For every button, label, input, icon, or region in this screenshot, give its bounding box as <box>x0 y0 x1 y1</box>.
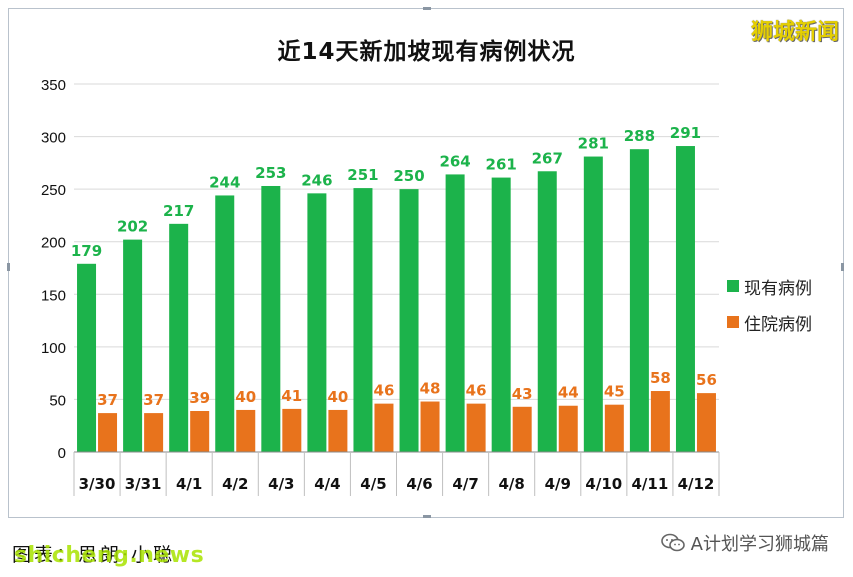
bar-current-cases <box>583 156 603 452</box>
bar-current-cases <box>445 174 465 452</box>
data-label-hospitalized: 44 <box>558 384 579 402</box>
y-tick-label: 150 <box>41 287 66 304</box>
x-tick-label: 4/9 <box>545 475 571 493</box>
bar-current-cases <box>77 263 97 452</box>
data-label-current: 246 <box>301 171 332 189</box>
bar-current-cases <box>261 185 281 452</box>
x-tick-label: 4/4 <box>314 475 340 493</box>
x-tick-label: 4/12 <box>678 475 715 493</box>
data-label-current: 288 <box>624 127 655 145</box>
data-label-current: 281 <box>578 135 609 153</box>
data-label-hospitalized: 46 <box>374 382 395 400</box>
wechat-account: A计划学习狮城篇 <box>660 530 829 556</box>
data-label-hospitalized: 48 <box>420 380 441 398</box>
site-watermark: shicheng.news <box>14 543 205 568</box>
bar-current-cases <box>675 146 695 452</box>
legend-swatch-current <box>727 280 739 292</box>
x-tick-label: 3/31 <box>125 475 162 493</box>
x-tick-label: 4/11 <box>631 475 668 493</box>
x-tick-label: 4/2 <box>222 475 248 493</box>
y-tick-label: 350 <box>41 77 66 94</box>
bar-hospitalized-cases <box>604 404 624 452</box>
data-label-hospitalized: 40 <box>327 388 348 406</box>
bar-hospitalized-cases <box>650 391 670 452</box>
bar-hospitalized-cases <box>328 409 348 452</box>
brand-logo: 狮城新闻 <box>750 20 839 45</box>
x-tick-label: 3/30 <box>79 475 116 493</box>
data-label-current: 250 <box>393 167 424 185</box>
bar-hospitalized-cases <box>144 413 164 452</box>
bar-hospitalized-cases <box>282 408 302 452</box>
bar-current-cases <box>491 177 511 452</box>
data-label-current: 261 <box>486 156 517 174</box>
data-label-current: 291 <box>670 124 701 142</box>
bar-hospitalized-cases <box>558 405 578 452</box>
resize-handle-bottom[interactable] <box>423 515 431 518</box>
data-label-current: 267 <box>532 149 563 167</box>
y-tick-label: 0 <box>58 445 66 462</box>
legend-item-hospitalized: 住院病例 <box>727 304 812 340</box>
x-tick-label: 4/1 <box>176 475 202 493</box>
bar-current-cases <box>353 188 373 452</box>
bar-current-cases <box>169 223 189 452</box>
x-tick-label: 4/5 <box>360 475 386 493</box>
data-label-current: 179 <box>71 242 102 260</box>
legend-label-current: 现有病例 <box>744 278 812 299</box>
bar-hospitalized-cases <box>420 401 440 452</box>
bar-current-cases <box>399 189 419 452</box>
bar-hospitalized-cases <box>236 409 256 452</box>
y-tick-label: 50 <box>49 392 66 409</box>
x-tick-label: 4/6 <box>406 475 432 493</box>
bar-current-cases <box>537 171 557 453</box>
data-label-hospitalized: 39 <box>189 389 210 407</box>
data-label-hospitalized: 58 <box>650 369 671 387</box>
resize-handle-top[interactable] <box>423 7 431 10</box>
data-label-hospitalized: 56 <box>696 371 717 389</box>
chart-legend: 现有病例 住院病例 <box>727 268 812 340</box>
data-label-current: 251 <box>347 166 378 184</box>
resize-handle-left[interactable] <box>7 263 10 271</box>
legend-swatch-hospitalized <box>727 316 739 328</box>
x-tick-label: 4/3 <box>268 475 294 493</box>
chart-title: 近14天新加坡现有病例状况 <box>277 39 576 65</box>
wechat-account-name: A计划学习狮城篇 <box>690 534 829 555</box>
legend-label-hospitalized: 住院病例 <box>744 314 812 335</box>
x-tick-label: 4/8 <box>498 475 524 493</box>
y-tick-label: 100 <box>41 340 66 357</box>
bar-hospitalized-cases <box>374 403 394 452</box>
data-label-hospitalized: 43 <box>512 385 533 403</box>
data-label-current: 217 <box>163 202 194 220</box>
data-label-hospitalized: 40 <box>235 388 256 406</box>
bar-hospitalized-cases <box>696 393 716 452</box>
bar-hospitalized-cases <box>98 413 118 452</box>
data-label-current: 244 <box>209 173 240 191</box>
bar-current-cases <box>215 195 235 453</box>
resize-handle-right[interactable] <box>841 263 844 271</box>
data-label-hospitalized: 41 <box>281 387 302 405</box>
chart-source-credit: 图表：思朗·小聪 <box>12 544 176 566</box>
bar-current-cases <box>307 193 327 452</box>
bar-current-cases <box>629 149 649 452</box>
data-label-hospitalized: 46 <box>466 382 487 400</box>
x-tick-label: 4/7 <box>452 475 478 493</box>
data-label-current: 253 <box>255 164 286 182</box>
y-tick-label: 300 <box>41 130 66 147</box>
bar-hospitalized-cases <box>190 410 210 452</box>
bar-hospitalized-cases <box>466 403 486 452</box>
legend-item-current: 现有病例 <box>727 268 812 304</box>
bar-hospitalized-cases <box>512 406 532 452</box>
y-tick-label: 250 <box>41 182 66 199</box>
data-label-current: 202 <box>117 218 148 236</box>
data-label-hospitalized: 37 <box>97 391 118 409</box>
data-label-hospitalized: 37 <box>143 391 164 409</box>
x-tick-label: 4/10 <box>585 475 622 493</box>
bar-current-cases <box>123 239 143 452</box>
wechat-icon <box>660 533 685 553</box>
y-tick-label: 200 <box>41 235 66 252</box>
data-label-hospitalized: 45 <box>604 383 625 401</box>
data-label-current: 264 <box>439 152 470 170</box>
